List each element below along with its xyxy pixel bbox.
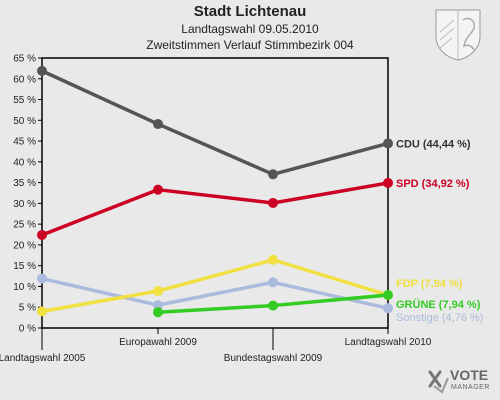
data-point <box>383 303 393 314</box>
series-line <box>41 69 389 177</box>
y-tick-label: 25 % <box>13 220 36 231</box>
logo-sub: MANAGER <box>451 384 490 391</box>
check-x-icon <box>428 370 449 394</box>
series-labels: CDU (44,44 %) SPD (34,92 %) FDP (7,94 %) GR… <box>396 138 483 324</box>
y-tick-label: 40 % <box>13 157 36 168</box>
series-line <box>41 181 389 237</box>
vote-manager-logo: VOTE MANAGER <box>428 367 490 394</box>
y-tick-label: 0 % <box>19 324 36 335</box>
chart-title: Stadt Lichtenau <box>193 3 307 20</box>
data-point <box>268 169 278 180</box>
data-point <box>153 184 163 195</box>
series-line <box>41 276 389 310</box>
y-tick-label: 20 % <box>13 240 36 251</box>
chart-axes: 0 % 5 % 10 % 15 % 20 % 25 % 30 % 35 % 40 % 45 % 50… <box>0 54 432 365</box>
data-point <box>37 306 47 317</box>
data-point <box>383 290 393 301</box>
y-tick-label: 35 % <box>13 178 36 189</box>
y-tick-label: 5 % <box>19 303 36 314</box>
y-tick-label: 50 % <box>13 116 36 127</box>
data-point <box>268 254 278 265</box>
y-tick-label: 45 % <box>13 137 36 148</box>
chart-series <box>37 65 393 318</box>
series-label: SPD (34,92 %) <box>396 178 470 190</box>
y-tick-label: 60 % <box>13 74 36 85</box>
series-label: FDP (7,94 %) <box>396 278 463 290</box>
logo-word: VOTE <box>450 367 488 383</box>
y-tick-label: 55 % <box>13 95 36 106</box>
y-tick-label: 15 % <box>13 261 36 272</box>
data-point <box>153 307 163 318</box>
x-tick-label: Landtagswahl 2010 <box>345 337 432 348</box>
chart-subtitle: Landtagswahl 09.05.2010 <box>181 22 319 36</box>
chart-subtitle-2: Zweitstimmen Verlauf Stimmbezirk 004 <box>146 38 354 52</box>
y-tick-label: 65 % <box>13 54 36 65</box>
data-point <box>153 286 163 297</box>
data-point <box>383 177 393 188</box>
data-point <box>268 277 278 288</box>
series-label: GRÜNE (7,94 %) <box>396 298 481 311</box>
series-label: Sonstige (4,76 %) <box>396 312 483 324</box>
plot-frame <box>41 57 389 329</box>
series-line <box>41 258 389 314</box>
data-point <box>153 119 163 130</box>
data-point <box>37 273 47 284</box>
data-point <box>37 229 47 240</box>
coat-of-arms-icon <box>435 9 481 61</box>
data-point <box>153 300 163 311</box>
x-tick-label: Europawahl 2009 <box>119 337 197 348</box>
y-tick-label: 30 % <box>13 199 36 210</box>
x-tick-label: Bundestagswahl 2009 <box>224 353 323 364</box>
y-tick-label: 10 % <box>13 282 36 293</box>
data-point <box>268 300 278 311</box>
data-point <box>268 197 278 208</box>
series-label: CDU (44,44 %) <box>396 138 471 150</box>
x-tick-label: Landtagswahl 2005 <box>0 353 86 364</box>
data-point <box>37 65 47 76</box>
data-point <box>383 138 393 149</box>
